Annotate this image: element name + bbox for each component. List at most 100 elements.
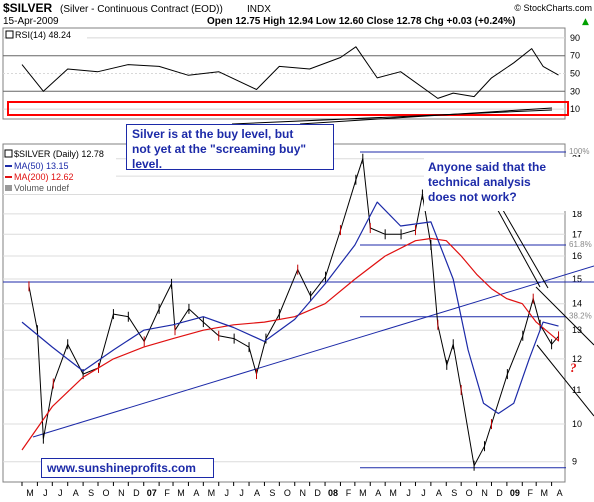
lower-channel-line: [536, 344, 594, 417]
buy-level-line-2: not yet at the "screaming buy": [132, 142, 307, 156]
x-tick-label: A: [557, 488, 563, 498]
x-axis: M J J A S O N D 07 F M A M J J A S O N D 08 F M A M J J A S O N D 09 F M A: [21, 482, 563, 498]
x-tick-label: F: [346, 488, 352, 498]
chart-date: 15-Apr-2009: [3, 16, 59, 27]
rsi-tick-label: 70: [570, 51, 580, 61]
chart-ohlc: Open 12.75 High 12.94 Low 12.60 Close 12…: [207, 16, 515, 27]
callout-pointer-line-2: [299, 107, 553, 125]
volume-legend-swatch: [5, 185, 12, 191]
x-tick-label: M: [359, 488, 367, 498]
x-tick-label: F: [528, 488, 534, 498]
ma200-line: [21, 237, 559, 451]
ta-pointer-line: [494, 204, 541, 288]
x-tick-label: D: [496, 488, 503, 498]
x-tick-label: D: [133, 488, 140, 498]
price-legend-swatch: [4, 149, 13, 158]
rsi-label: RSI(14) 48.24: [15, 30, 71, 40]
rsi-tick-label: 50: [570, 69, 580, 79]
x-tick-label: O: [103, 488, 110, 498]
x-tick-label: 09: [510, 488, 520, 498]
upper-channel-line: [535, 286, 594, 346]
x-tick-label: M: [177, 488, 185, 498]
technical-analysis-annotation: Anyone said that the technical analysis …: [424, 157, 590, 211]
price-polyline: [28, 158, 559, 468]
legend-ma50: MA(50) 13.15: [14, 161, 69, 171]
price-tick-label: 16: [572, 251, 582, 261]
x-tick-label: J: [224, 488, 229, 498]
callout-pointer-line: [231, 109, 553, 125]
fib-label: 61.8%: [569, 240, 592, 249]
x-tick-label: S: [451, 488, 457, 498]
price-tick-label: 10: [572, 419, 582, 429]
x-tick-label: A: [375, 488, 381, 498]
x-tick-label: 07: [147, 488, 157, 498]
x-tick-label: S: [88, 488, 94, 498]
x-tick-label: O: [466, 488, 473, 498]
x-tick-label: M: [540, 488, 548, 498]
rsi-tick-label: 30: [570, 86, 580, 96]
x-tick-label: M: [26, 488, 34, 498]
ma50-line: [21, 201, 559, 415]
x-tick-label: J: [58, 488, 63, 498]
x-tick-label: A: [193, 488, 199, 498]
chart-exchange: INDX: [247, 4, 271, 15]
x-tick-label: O: [284, 488, 291, 498]
x-tick-label: J: [239, 488, 244, 498]
price-tick-label: 15: [572, 274, 582, 284]
up-arrow-icon: ▲: [582, 17, 589, 27]
price-tick-label: 13: [572, 325, 582, 335]
rsi-polyline: [21, 46, 559, 99]
x-tick-label: F: [164, 488, 170, 498]
x-tick-label: J: [421, 488, 426, 498]
website-watermark: www.sunshineprofits.com: [41, 458, 214, 478]
technical-line-3: does not work?: [428, 190, 517, 204]
x-tick-label: N: [118, 488, 125, 498]
technical-line-2: technical analysis: [428, 175, 531, 189]
ma50-polyline: [21, 201, 559, 415]
x-tick-label: J: [406, 488, 411, 498]
rsi-tick-label: 10: [570, 104, 580, 114]
legend-volume: Volume undef: [14, 183, 70, 193]
price-tick-label: 9: [572, 457, 577, 467]
x-tick-label: J: [43, 488, 48, 498]
buy-level-annotation: Silver is at the buy level, but not yet …: [126, 124, 334, 171]
x-tick-label: 08: [328, 488, 338, 498]
buy-level-line-1: Silver is at the buy level, but: [132, 127, 294, 141]
price-tick-label: 11: [572, 385, 581, 395]
x-tick-label: D: [314, 488, 321, 498]
chart-symbol: $SILVER: [3, 1, 52, 15]
price-tick-label: 17: [572, 229, 582, 239]
rsi-label-bg: [5, 29, 87, 40]
buy-level-line-3: level.: [132, 157, 163, 171]
legend-silver: $SILVER (Daily) 12.78: [14, 149, 104, 159]
technical-line-1: Anyone said that the: [428, 160, 547, 174]
x-tick-label: M: [208, 488, 216, 498]
fibonacci-lines: 100% 61.8% 38.2%: [360, 147, 592, 469]
fib-label: 100%: [569, 147, 589, 156]
rsi-line: [21, 46, 559, 99]
x-tick-label: S: [269, 488, 275, 498]
chart-copyright: © StockCharts.com: [514, 3, 592, 13]
price-legend-bg: [4, 147, 116, 192]
ma200-polyline: [21, 237, 559, 451]
x-tick-label: M: [389, 488, 397, 498]
oversold-highlight-box: [7, 101, 569, 116]
price-line: [28, 153, 560, 471]
price-tick-label: 18: [572, 209, 582, 219]
rsi-legend-swatch: [5, 30, 14, 39]
legend-ma200: MA(200) 12.62: [14, 172, 74, 182]
x-tick-label: A: [73, 488, 79, 498]
rsi-scale: 90 70 50 30 10: [570, 33, 580, 114]
rsi-gridlines: [3, 37, 565, 110]
rsi-tick-label: 90: [570, 33, 580, 43]
chart-description: (Silver - Continuous Contract (EOD)): [60, 4, 223, 15]
x-tick-label: N: [299, 488, 306, 498]
price-tick-label: 14: [572, 299, 582, 309]
question-mark: ?: [570, 360, 577, 375]
fib-label: 38.2%: [569, 312, 592, 321]
x-tick-label: A: [436, 488, 442, 498]
price-tick-label: 12: [572, 354, 582, 364]
x-tick-label: N: [481, 488, 488, 498]
price-legend: $SILVER (Daily) 12.78 MA(50) 13.15 MA(20…: [4, 147, 116, 193]
